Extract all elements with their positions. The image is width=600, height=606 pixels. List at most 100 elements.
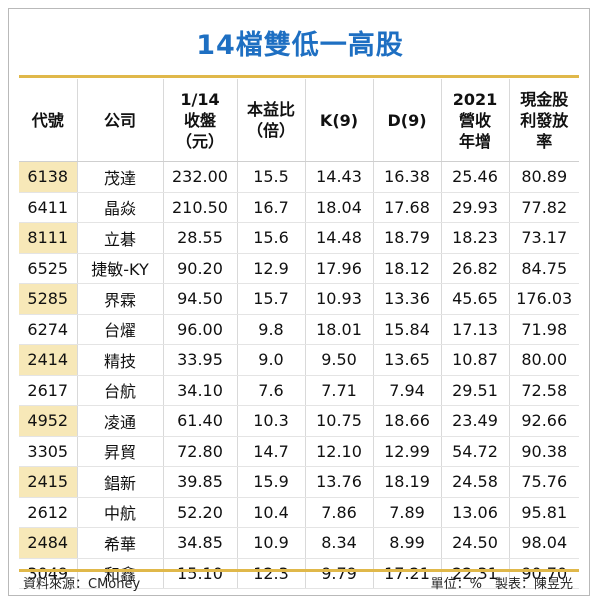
header-line: 年增 xyxy=(458,131,491,151)
cell-k9: 18.04 xyxy=(304,192,373,223)
cell-dividend: 90.70 xyxy=(508,558,579,589)
cell-code: 2484 xyxy=(19,527,77,559)
cell-k9: 8.34 xyxy=(304,527,373,559)
cell-k9: 7.71 xyxy=(304,375,373,406)
cell-company: 台燿 xyxy=(76,314,163,345)
cell-d9: 7.89 xyxy=(372,497,441,528)
header-company: 公司 xyxy=(76,79,163,162)
header-line: 代號 xyxy=(31,110,64,130)
cell-revenue-growth: 26.82 xyxy=(440,253,509,284)
cell-d9: 17.21 xyxy=(372,558,441,589)
cell-code: 2617 xyxy=(19,375,77,406)
table-row: 2617 台航 34.10 7.6 7.71 7.94 29.51 72.58 xyxy=(19,375,579,406)
cell-close: 210.50 xyxy=(162,192,237,223)
cell-pe: 15.5 xyxy=(236,161,305,193)
cell-dividend: 95.81 xyxy=(508,497,579,528)
cell-close: 39.85 xyxy=(162,466,237,498)
table-row: 3305 昇貿 72.80 14.7 12.10 12.99 54.72 90.38 xyxy=(19,436,579,467)
cell-d9: 18.19 xyxy=(372,466,441,498)
cell-k9: 14.48 xyxy=(304,222,373,254)
cell-close: 94.50 xyxy=(162,283,237,315)
cell-dividend: 73.17 xyxy=(508,222,579,254)
cell-dividend: 75.76 xyxy=(508,466,579,498)
cell-dividend: 80.00 xyxy=(508,344,579,376)
header-dividend-payout: 現金股 利發放率 xyxy=(508,79,579,162)
cell-pe: 12.9 xyxy=(236,253,305,284)
header-line: 收盤 xyxy=(183,110,216,130)
cell-close: 90.20 xyxy=(162,253,237,284)
cell-dividend: 90.38 xyxy=(508,436,579,467)
cell-k9: 9.79 xyxy=(304,558,373,589)
header-line: （元） xyxy=(175,131,224,151)
header-revenue-growth: 2021 營收 年增 xyxy=(440,79,509,162)
header-line: 本益比 xyxy=(246,100,295,119)
cell-close: 52.20 xyxy=(162,497,237,528)
cell-d9: 7.94 xyxy=(372,375,441,406)
cell-k9: 10.93 xyxy=(304,283,373,315)
cell-pe: 16.7 xyxy=(236,192,305,223)
cell-close: 232.00 xyxy=(162,161,237,193)
cell-company: 凌通 xyxy=(76,405,163,437)
header-line: 現金股 xyxy=(520,89,569,109)
header-row: 代號 公司 1/14 收盤 （元） 本益比 （倍） K(9) D(9) 2021 營收 年增 現金股 利發… xyxy=(19,79,579,162)
header-line: 1/14 xyxy=(180,89,220,109)
cell-pe: 15.7 xyxy=(236,283,305,315)
table-row: 6411 晶焱 210.50 16.7 18.04 17.68 29.93 77.82 xyxy=(19,192,579,223)
table-row: 5285 界霖 94.50 15.7 10.93 13.36 45.65 176.03 xyxy=(19,283,579,315)
cell-k9: 10.75 xyxy=(304,405,373,437)
cell-d9: 13.65 xyxy=(372,344,441,376)
cell-company: 中航 xyxy=(76,497,163,528)
header-pe-ratio: 本益比 （倍） xyxy=(236,79,305,162)
cell-revenue-growth: 22.31 xyxy=(440,558,509,589)
cell-code: 6411 xyxy=(19,192,77,223)
header-close-price: 1/14 收盤 （元） xyxy=(162,79,237,162)
header-line: 公司 xyxy=(103,110,136,130)
header-d9: D(9) xyxy=(372,79,441,162)
cell-code: 4952 xyxy=(19,405,77,437)
cell-k9: 7.86 xyxy=(304,497,373,528)
cell-dividend: 71.98 xyxy=(508,314,579,345)
cell-code: 2415 xyxy=(19,466,77,498)
header-line: 率 xyxy=(536,131,553,151)
cell-close: 15.10 xyxy=(162,558,237,589)
table-row: 8111 立碁 28.55 15.6 14.48 18.79 18.23 73.17 xyxy=(19,222,579,254)
cell-k9: 12.10 xyxy=(304,436,373,467)
cell-dividend: 176.03 xyxy=(508,283,579,315)
table-body: 6138 茂達 232.00 15.5 14.43 16.38 25.46 80.89 6411… xyxy=(19,161,579,589)
cell-company: 和鑫 xyxy=(76,558,163,589)
cell-revenue-growth: 17.13 xyxy=(440,314,509,345)
header-line: 2021 xyxy=(452,89,498,109)
header-line: K(9) xyxy=(319,110,359,130)
cell-k9: 9.50 xyxy=(304,344,373,376)
table-row: 6274 台燿 96.00 9.8 18.01 15.84 17.13 71.98 xyxy=(19,314,579,345)
header-line: 營收 xyxy=(458,110,491,130)
cell-dividend: 77.82 xyxy=(508,192,579,223)
cell-revenue-growth: 25.46 xyxy=(440,161,509,193)
table-row: 4952 凌通 61.40 10.3 10.75 18.66 23.49 92.66 xyxy=(19,405,579,437)
cell-d9: 18.66 xyxy=(372,405,441,437)
cell-code: 6274 xyxy=(19,314,77,345)
cell-company: 昇貿 xyxy=(76,436,163,467)
header-rule xyxy=(19,75,579,78)
cell-dividend: 84.75 xyxy=(508,253,579,284)
cell-code: 3305 xyxy=(19,436,77,467)
cell-revenue-growth: 29.93 xyxy=(440,192,509,223)
cell-pe: 14.7 xyxy=(236,436,305,467)
header-line: D(9) xyxy=(387,110,427,130)
cell-code: 8111 xyxy=(19,222,77,254)
cell-code: 2414 xyxy=(19,344,77,376)
cell-code: 2612 xyxy=(19,497,77,528)
header-line: （倍） xyxy=(246,121,295,140)
stock-table: 代號 公司 1/14 收盤 （元） 本益比 （倍） K(9) D(9) 2021 營收 年增 現金股 利發… xyxy=(19,79,579,589)
cell-revenue-growth: 54.72 xyxy=(440,436,509,467)
cell-pe: 15.9 xyxy=(236,466,305,498)
cell-pe: 9.8 xyxy=(236,314,305,345)
table-row: 2415 錩新 39.85 15.9 13.76 18.19 24.58 75.76 xyxy=(19,466,579,498)
cell-dividend: 98.04 xyxy=(508,527,579,559)
cell-k9: 14.43 xyxy=(304,161,373,193)
unit-note: 單位：% 製表：陳昱光 xyxy=(430,577,573,592)
cell-revenue-growth: 29.51 xyxy=(440,375,509,406)
cell-d9: 16.38 xyxy=(372,161,441,193)
cell-company: 精技 xyxy=(76,344,163,376)
cell-d9: 18.79 xyxy=(372,222,441,254)
